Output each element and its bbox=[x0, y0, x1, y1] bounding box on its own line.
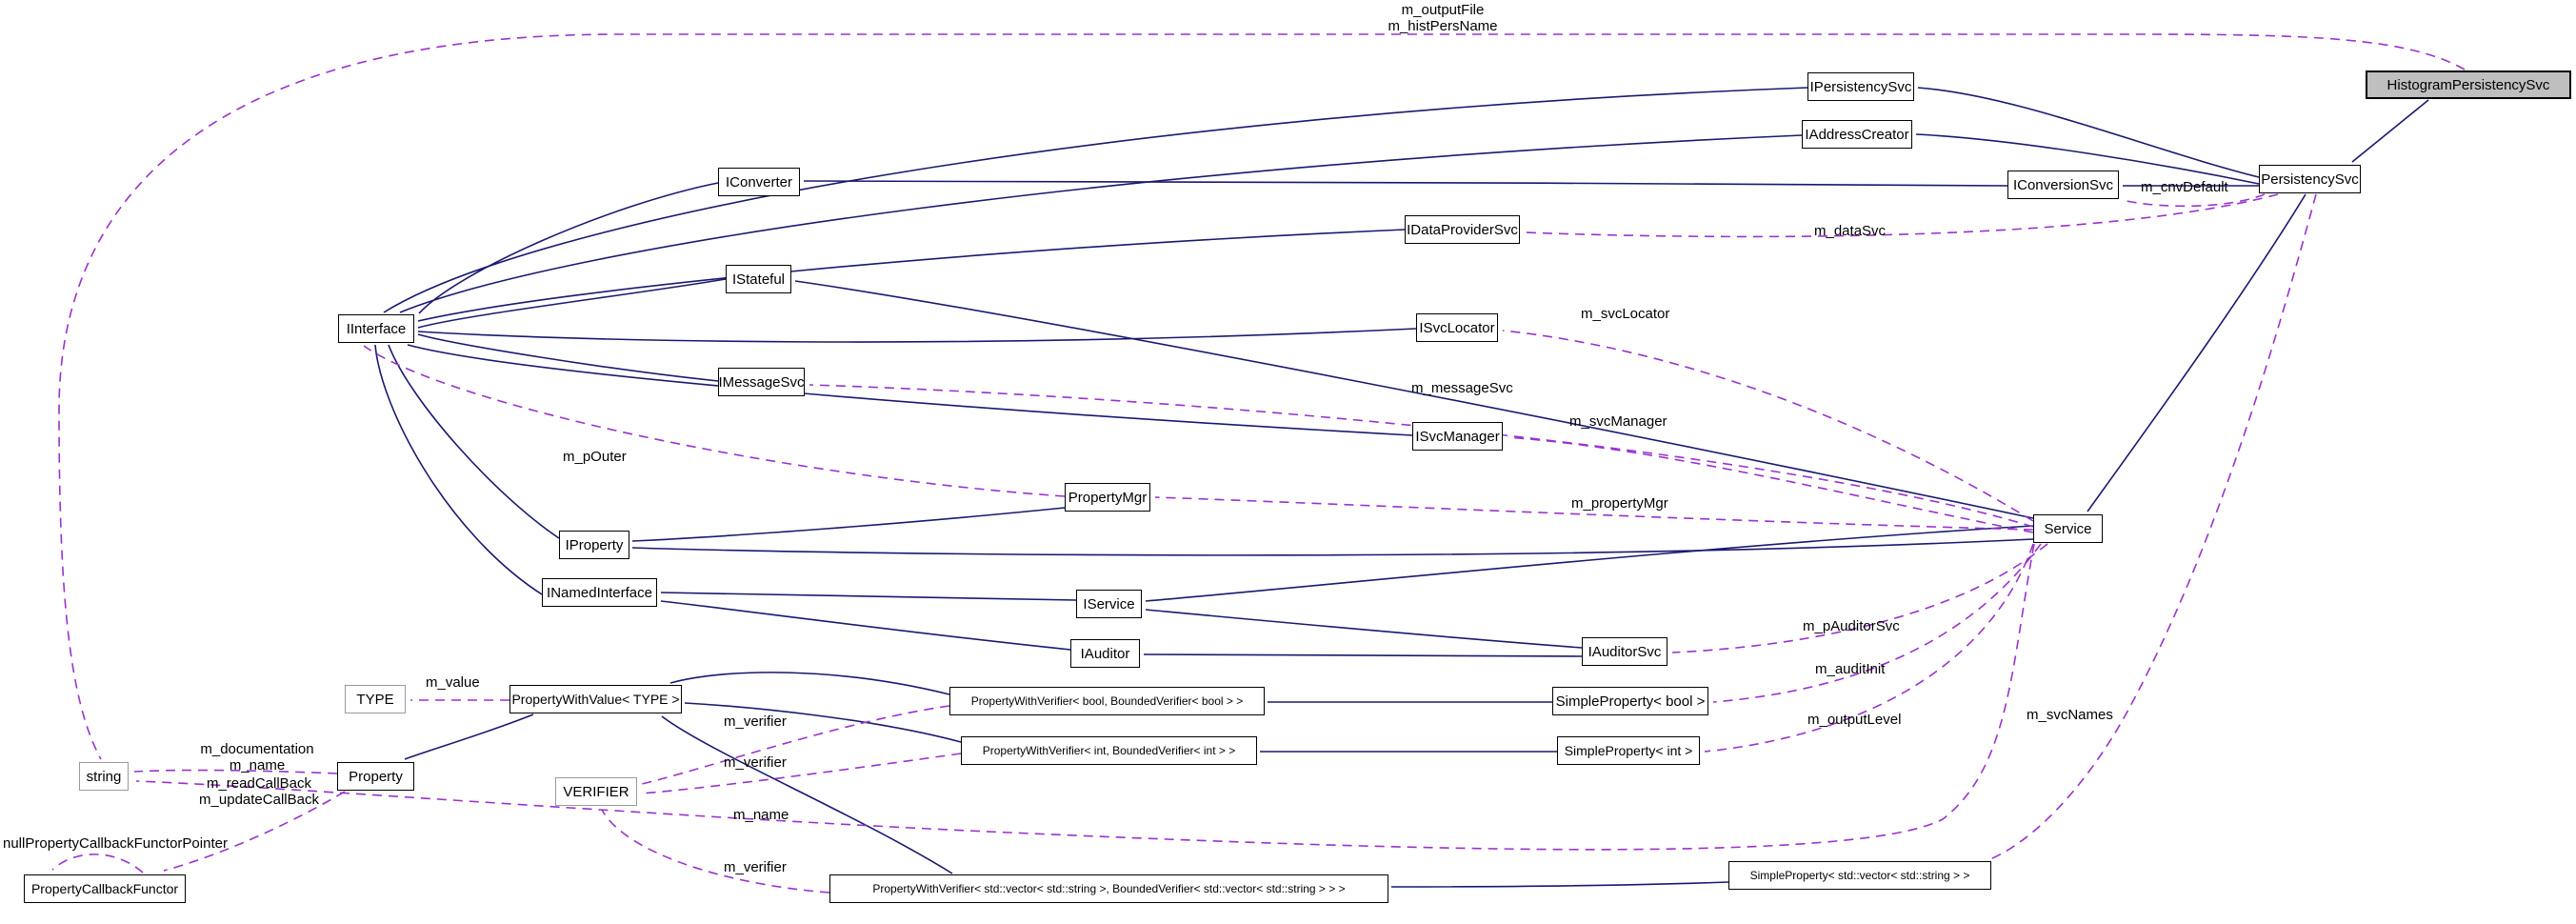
edge-inherit-pwverifier-int-propertywithvalue bbox=[684, 702, 962, 743]
class-node-type[interactable]: TYPE bbox=[345, 685, 406, 713]
edge-use-pwverifier-vector-verifier bbox=[601, 809, 830, 894]
edge-inherit-persistencysvc-service bbox=[2087, 193, 2306, 512]
class-node-property[interactable]: Property bbox=[337, 762, 414, 791]
class-node-simpleproperty-bool[interactable]: SimpleProperty< bool > bbox=[1552, 687, 1708, 715]
edge-label-m-messagesvc: m_messageSvc bbox=[1411, 380, 1513, 396]
edge-label-m-auditinit: m_auditInit bbox=[1815, 661, 1886, 677]
edge-use-service-simpleproperty-int bbox=[1704, 543, 2034, 753]
class-node-persistencysvc[interactable]: PersistencySvc bbox=[2259, 165, 2361, 193]
edge-use-pwverifier-bool-verifier bbox=[641, 705, 950, 785]
edge-inherit-propertywithvalue-property bbox=[404, 713, 534, 760]
edge-use-pwverifier-int-verifier bbox=[641, 753, 962, 794]
edge-inherit-isvclocator-iinterface bbox=[417, 328, 1417, 343]
edge-label-m-pouter: m_pOuter bbox=[563, 449, 627, 465]
class-node-verifier[interactable]: VERIFIER bbox=[555, 777, 637, 806]
edge-label-m-documentation-m-name: m_documentation m_name bbox=[200, 741, 314, 773]
edge-label-m-svcmanager: m_svcManager bbox=[1569, 413, 1667, 430]
edge-inherit-pwverifier-bool-propertywithvalue bbox=[669, 672, 950, 695]
class-node-service[interactable]: Service bbox=[2033, 514, 2103, 543]
edge-inherit-isvcmanager-iinterface bbox=[407, 344, 1413, 436]
edge-inherit-service-istateful bbox=[794, 280, 2034, 519]
edge-inherit-persistencysvc-ipersistencysvc bbox=[1917, 87, 2260, 178]
edge-label-m-value: m_value bbox=[426, 674, 480, 691]
edge-label-m-propertymgr: m_propertyMgr bbox=[1571, 495, 1668, 512]
edge-inherit-istateful-iinterface bbox=[417, 278, 727, 329]
edge-use-service-propertymgr bbox=[1154, 496, 2034, 531]
class-node-simpleproperty-int[interactable]: SimpleProperty< int > bbox=[1557, 736, 1700, 765]
edge-use-service-isvcmanager bbox=[1507, 436, 2034, 533]
edge-use-propertymgr-iinterface bbox=[363, 345, 1066, 497]
class-node-inamedinterface[interactable]: INamedInterface bbox=[542, 578, 657, 607]
edge-label-m-verifier-vector: m_verifier bbox=[724, 859, 787, 875]
class-node-string[interactable]: string bbox=[79, 762, 129, 791]
class-node-histogrampersistencysvc[interactable]: HistogramPersistencySvc bbox=[2366, 70, 2571, 99]
edge-inherit-pwverifier-vector-propertywithvalue bbox=[661, 715, 953, 874]
edge-label-m-readcallback-m-updatecallback: m_readCallBack m_updateCallBack bbox=[199, 775, 319, 808]
edge-use-service-imessagesvc bbox=[809, 384, 2034, 528]
edge-inherit-inamedinterface-iinterface bbox=[374, 344, 543, 595]
edge-inherit-iproperty-iinterface bbox=[388, 344, 560, 539]
edge-use-property-propertycallbackfunctor bbox=[163, 791, 346, 872]
edge-inherit-simpleproperty-vector-pwverifier-vector bbox=[1390, 881, 1729, 888]
class-node-iauditorsvc[interactable]: IAuditorSvc bbox=[1582, 637, 1667, 666]
edge-inherit-iconversionsvc-iconverter bbox=[803, 180, 2008, 187]
edge-label-m-svcnames: m_svcNames bbox=[2027, 707, 2113, 723]
edge-label-m-datasvc: m_dataSvc bbox=[1814, 223, 1887, 239]
edge-inherit-iaddresscreator-iinterface bbox=[399, 134, 1803, 313]
edge-inherit-iauditorsvc-iauditor bbox=[1143, 653, 1583, 657]
class-node-isvcmanager[interactable]: ISvcManager bbox=[1412, 422, 1503, 451]
edge-inherit-imessagesvc-iinterface bbox=[417, 333, 719, 382]
class-node-idataprovidersvc[interactable]: IDataProviderSvc bbox=[1405, 215, 1520, 244]
edge-inherit-idataprovidersvc-iinterface bbox=[417, 229, 1406, 322]
edge-label-m-verifier-bool: m_verifier bbox=[724, 713, 787, 730]
class-node-propertywithverifier-bool[interactable]: PropertyWithVerifier< bool, BoundedVerif… bbox=[949, 687, 1265, 715]
class-node-propertycallbackfunctor[interactable]: PropertyCallbackFunctor bbox=[24, 874, 186, 903]
class-node-iauditor[interactable]: IAuditor bbox=[1070, 639, 1140, 668]
class-node-iaddresscreator[interactable]: IAddressCreator bbox=[1802, 120, 1912, 149]
edge-inherit-persistencysvc-iaddresscreator bbox=[1915, 133, 2260, 185]
edge-use-propertycallbackfunctor-self bbox=[51, 854, 144, 874]
edge-inherit-iservice-inamedinterface bbox=[660, 592, 1077, 601]
edge-use-persistencysvc-iconversionsvc bbox=[2126, 193, 2266, 208]
edge-use-service-isvclocator bbox=[1502, 330, 2034, 522]
class-node-iservice[interactable]: IService bbox=[1076, 590, 1142, 618]
edge-label-m-pauditorsvc: m_pAuditorSvc bbox=[1803, 618, 1900, 634]
edge-label-m-cnvdefault: m_cnvDefault bbox=[2141, 179, 2228, 195]
class-node-iinterface[interactable]: IInterface bbox=[338, 314, 414, 343]
class-node-propertywithverifier-vector-string[interactable]: PropertyWithVerifier< std::vector< std::… bbox=[829, 874, 1388, 903]
class-node-isvclocator[interactable]: ISvcLocator bbox=[1416, 313, 1498, 342]
class-node-iconverter[interactable]: IConverter bbox=[718, 168, 800, 196]
edge-use-persistencysvc-idataprovidersvc bbox=[1524, 193, 2279, 238]
edge-use-service-simpleproperty-bool bbox=[1712, 543, 2042, 703]
edge-label-nullpropertycallbackfunctorpointer: nullPropertyCallbackFunctorPointer bbox=[3, 835, 228, 852]
edge-label-m-outputlevel: m_outputLevel bbox=[1807, 712, 1902, 728]
edge-label-m-outputfile-m-histpersname: m_outputFile m_histPersName bbox=[1388, 2, 1498, 34]
edge-use-service-iauditorsvc bbox=[1671, 543, 2048, 653]
edge-use-property-string bbox=[133, 769, 338, 774]
class-node-propertymgr[interactable]: PropertyMgr bbox=[1065, 483, 1150, 512]
edge-label-m-name: m_name bbox=[733, 807, 789, 823]
class-node-iproperty[interactable]: IProperty bbox=[559, 531, 629, 559]
edge-label-m-verifier-int: m_verifier bbox=[724, 754, 787, 771]
class-node-imessagesvc[interactable]: IMessageSvc bbox=[718, 368, 805, 396]
edge-inherit-propertymgr-iproperty bbox=[631, 507, 1066, 542]
edge-inherit-histogrampersistencysvc-persistencysvc bbox=[2351, 99, 2429, 163]
edge-use-histogrampersistencysvc-string bbox=[58, 33, 2466, 760]
class-node-iconversionsvc[interactable]: IConversionSvc bbox=[2007, 171, 2119, 199]
edge-inherit-iauditor-inamedinterface bbox=[660, 600, 1071, 651]
edge-inherit-iconverter-iinterface bbox=[418, 182, 719, 314]
class-node-istateful[interactable]: IStateful bbox=[726, 265, 791, 293]
class-node-simpleproperty-vector-string[interactable]: SimpleProperty< std::vector< std::string… bbox=[1728, 861, 1991, 890]
edge-inherit-ipersistencysvc-iinterface bbox=[383, 87, 1808, 313]
edge-inherit-service-iservice bbox=[1145, 525, 2034, 602]
class-node-ipersistencysvc[interactable]: IPersistencySvc bbox=[1807, 72, 1914, 101]
edge-inherit-iauditorsvc-iservice bbox=[1145, 609, 1583, 649]
edge-inherit-service-iproperty bbox=[631, 538, 2034, 556]
class-node-propertywithvalue-type[interactable]: PropertyWithValue< TYPE > bbox=[509, 685, 682, 713]
edge-use-persistencysvc-simpleproperty-vector bbox=[1989, 193, 2317, 860]
class-node-propertywithverifier-int[interactable]: PropertyWithVerifier< int, BoundedVerifi… bbox=[961, 736, 1257, 765]
edge-label-m-svclocator: m_svcLocator bbox=[1581, 306, 1670, 322]
edge-use-service-string bbox=[135, 543, 2035, 851]
